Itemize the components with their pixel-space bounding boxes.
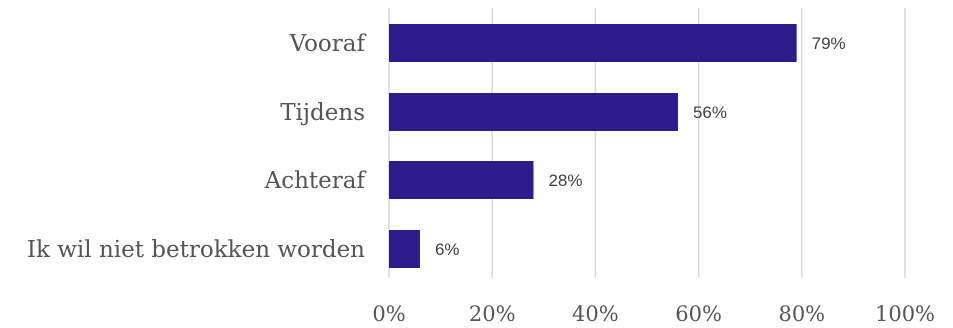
data-label: 6% — [435, 240, 460, 259]
category-labels: Vooraf Tijdens Achteraf Ik wil niet betrokk… — [27, 31, 367, 263]
x-tick-label: 0% — [372, 302, 405, 326]
data-label: 79% — [812, 34, 846, 53]
x-tick-label: 60% — [675, 302, 722, 326]
value-labels: 79% 56% 28% 6% — [435, 34, 846, 259]
data-label: 56% — [693, 103, 727, 122]
bar — [389, 230, 420, 268]
data-label: 28% — [548, 171, 582, 190]
x-tick-label: 40% — [572, 302, 619, 326]
x-tick-label: 80% — [778, 302, 825, 326]
bar — [389, 93, 678, 131]
x-tick-label: 20% — [469, 302, 516, 326]
category-label: Tijdens — [280, 100, 365, 126]
category-label: Achteraf — [264, 168, 367, 194]
x-axis-tick-labels: 0% 20% 40% 60% 80% 100% — [372, 302, 935, 326]
x-tick-label: 100% — [875, 302, 935, 326]
bar — [389, 161, 534, 199]
category-label: Ik wil niet betrokken worden — [27, 237, 365, 263]
bar — [389, 24, 797, 62]
category-label: Vooraf — [289, 31, 367, 57]
bars — [389, 24, 797, 268]
